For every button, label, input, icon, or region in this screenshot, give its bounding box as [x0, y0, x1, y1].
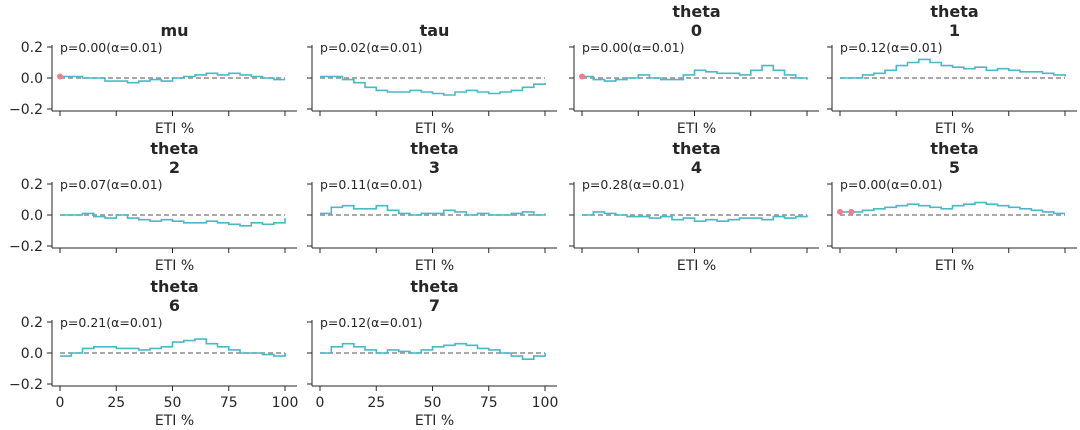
- p-value-annotation: p=0.00(α=0.01): [582, 40, 685, 55]
- x-tick-label: 0: [316, 395, 325, 411]
- x-tick-label: 50: [424, 395, 442, 411]
- x-axis-label: ETI %: [155, 121, 194, 137]
- p-value-annotation: p=0.00(α=0.01): [840, 177, 943, 192]
- p-value-annotation: p=0.00(α=0.01): [60, 40, 163, 55]
- x-axis-label: ETI %: [677, 121, 716, 137]
- x-axis-label: ETI %: [415, 258, 454, 274]
- y-tick-label: −0.2: [9, 377, 43, 393]
- subplot-title-line: theta: [150, 139, 198, 158]
- x-axis-label: ETI %: [935, 258, 974, 274]
- subplot-1: tau ETI % p=0.02(α=0.01): [307, 21, 557, 137]
- subplot-title-line: theta: [672, 2, 720, 21]
- series-line: [320, 204, 546, 216]
- p-value-annotation: p=0.11(α=0.01): [320, 177, 423, 192]
- x-axis-label: ETI %: [155, 413, 194, 429]
- series-line: [60, 72, 285, 84]
- subplot-title-line: 3: [429, 158, 440, 177]
- y-tick-label: 0.2: [21, 315, 43, 331]
- x-axis-label: ETI %: [935, 121, 974, 137]
- series-line: [320, 75, 546, 96]
- subplot-title-line: 7: [429, 296, 440, 315]
- series-line: [320, 342, 546, 360]
- y-tick-label: −0.2: [9, 102, 43, 118]
- series-line: [60, 338, 286, 357]
- subplot-title-line: 1: [949, 21, 960, 40]
- x-tick-label: 75: [220, 395, 238, 411]
- subplot-0: mu 0.2 0.0 −0.2 ETI % p=0.00(α=0.01): [9, 21, 297, 137]
- p-value-annotation: p=0.21(α=0.01): [60, 315, 163, 330]
- x-axis-label: ETI %: [155, 258, 194, 274]
- p-value-annotation: p=0.07(α=0.01): [60, 177, 163, 192]
- y-tick-label: 0.0: [21, 346, 43, 362]
- subplot-title-line: theta: [410, 139, 458, 158]
- series-line: [582, 211, 808, 222]
- subplot-title-line: theta: [930, 139, 978, 158]
- series-line: [840, 201, 1065, 215]
- subplot-title-line: 0: [691, 21, 702, 40]
- y-tick-label: 0.0: [21, 71, 43, 87]
- x-axis-label: ETI %: [677, 258, 716, 274]
- x-tick-label: 50: [164, 395, 182, 411]
- x-tick-label: 75: [480, 395, 498, 411]
- series-line: [840, 58, 1066, 79]
- y-tick-label: 0.0: [21, 208, 43, 224]
- y-tick-label: 0.2: [21, 177, 43, 193]
- p-value-annotation: p=0.02(α=0.01): [320, 40, 423, 55]
- subplot-title-line: theta: [150, 277, 198, 296]
- x-axis-label: ETI %: [415, 121, 454, 137]
- x-tick-label: 100: [272, 395, 299, 411]
- x-tick-label: 25: [107, 395, 125, 411]
- x-tick-label: 100: [532, 395, 559, 411]
- y-tick-label: −0.2: [9, 239, 43, 255]
- series-line: [60, 212, 286, 227]
- x-tick-label: 0: [56, 395, 65, 411]
- outlier-point: [837, 208, 843, 215]
- subplot-title-line: theta: [672, 139, 720, 158]
- p-value-annotation: p=0.12(α=0.01): [840, 40, 943, 55]
- subplot-title-line: mu: [160, 21, 188, 40]
- subplot-title-line: tau: [420, 21, 450, 40]
- x-tick-label: 25: [367, 395, 385, 411]
- subplot-title-line: 2: [169, 158, 180, 177]
- outlier-point: [848, 208, 855, 215]
- series-line: [582, 64, 808, 82]
- p-value-annotation: p=0.12(α=0.01): [320, 315, 423, 330]
- subplot-title-line: 5: [949, 158, 960, 177]
- y-tick-label: 0.2: [21, 40, 43, 56]
- x-axis-label: ETI %: [415, 413, 454, 429]
- p-value-annotation: p=0.28(α=0.01): [582, 177, 685, 192]
- subplot-title-line: 4: [691, 158, 702, 177]
- subplot-title-line: 6: [169, 296, 180, 315]
- subplot-title-line: theta: [410, 277, 458, 296]
- subplot-title-line: theta: [930, 2, 978, 21]
- outlier-point: [57, 73, 63, 80]
- outlier-point: [579, 73, 585, 80]
